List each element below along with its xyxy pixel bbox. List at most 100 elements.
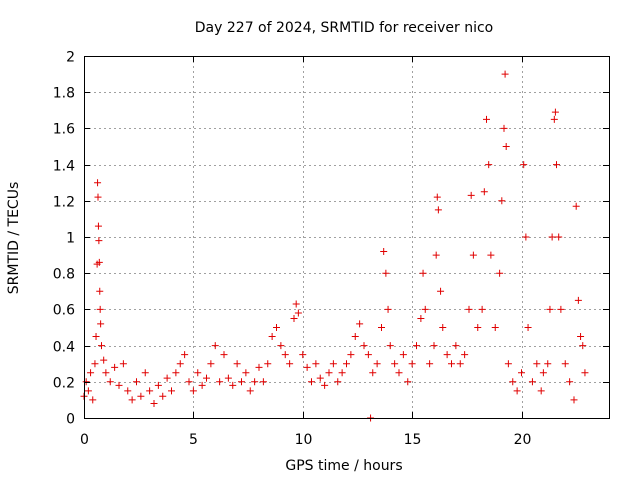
data-point [537,387,545,395]
data-point [579,342,587,350]
data-point [87,369,95,377]
data-point [172,369,180,377]
data-point [474,324,482,331]
data-point [176,360,184,368]
data-point [238,378,245,386]
data-point [316,374,324,382]
data-point [432,251,440,259]
data-point [469,251,477,259]
x-tick-label: 0 [80,432,89,448]
data-point [111,363,119,371]
data-point [286,360,294,368]
data-point [95,237,103,245]
data-point [308,378,315,386]
data-point [233,360,241,368]
data-point [150,400,158,408]
data-point [211,342,219,350]
data-point [312,360,320,368]
data-point [448,360,455,368]
data-point [419,269,427,277]
data-point [141,369,149,377]
data-point [434,206,442,214]
data-point [456,360,464,368]
data-point [203,374,210,382]
data-point [461,351,469,359]
data-point [356,320,364,328]
data-point [399,351,407,359]
data-point [84,387,92,395]
data-point [82,378,90,386]
y-tick-label: 1.6 [53,122,75,138]
data-point [433,193,441,201]
data-point [273,324,280,331]
data-point [124,387,132,395]
data-point [96,305,104,313]
data-point [159,392,167,400]
data-point [334,378,342,386]
data-point [391,360,399,368]
data-point [343,360,350,368]
data-point [467,191,475,199]
data-point [133,378,140,386]
data-point [577,333,585,341]
data-point [491,324,499,331]
data-point [518,369,525,377]
data-point [194,369,202,377]
data-point [255,363,263,371]
data-point [378,324,385,331]
data-point [347,351,355,359]
data-point [189,387,197,395]
data-point [555,233,563,241]
x-tick-label: 5 [189,432,198,448]
data-point [229,381,237,389]
y-tick-label: 1 [66,231,75,247]
data-point [572,202,580,210]
data-point [290,314,298,322]
data-point [325,369,333,377]
data-point [504,360,512,368]
data-point [386,342,394,350]
data-point [168,387,175,395]
data-point [154,381,162,389]
data-point [207,360,215,368]
data-point [544,360,552,368]
data-point [437,287,445,295]
data-point [185,378,193,386]
data-point [92,333,100,341]
x-tick-labels: 0 5 10 15 20 [80,432,531,448]
data-point [566,378,574,386]
data-point [268,333,276,341]
data-point [550,115,558,123]
data-point [281,351,289,359]
data-point [557,305,565,313]
y-tick-label: 0 [66,412,75,428]
data-point [351,333,359,341]
data-point [198,381,206,389]
data-point [216,378,224,386]
data-point [528,378,536,386]
y-tick-label: 2 [66,50,75,66]
y-tick-label: 0.4 [53,340,75,356]
data-point [95,258,103,266]
y-tick-label: 0.2 [53,376,75,392]
data-point [553,161,560,169]
x-tick-label: 20 [514,432,532,448]
data-point [364,351,372,359]
y-tick-label: 0.8 [53,267,75,283]
data-point [478,305,486,313]
data-point [501,70,509,78]
data-point [338,369,346,377]
data-point [561,360,569,368]
y-tick-labels: 0 0.2 0.4 0.6 0.8 1 1.2 1.4 1.6 1.8 2 [53,50,75,428]
data-point [163,374,171,382]
y-tick-label: 1.2 [53,195,75,211]
data-point [259,378,267,386]
data-point [551,108,559,116]
data-point [329,360,337,368]
data-point [417,314,425,322]
data-point [360,342,368,350]
data-point [294,309,302,317]
x-tick-label: 10 [295,432,313,448]
data-point [299,351,307,359]
data-point [242,369,250,377]
